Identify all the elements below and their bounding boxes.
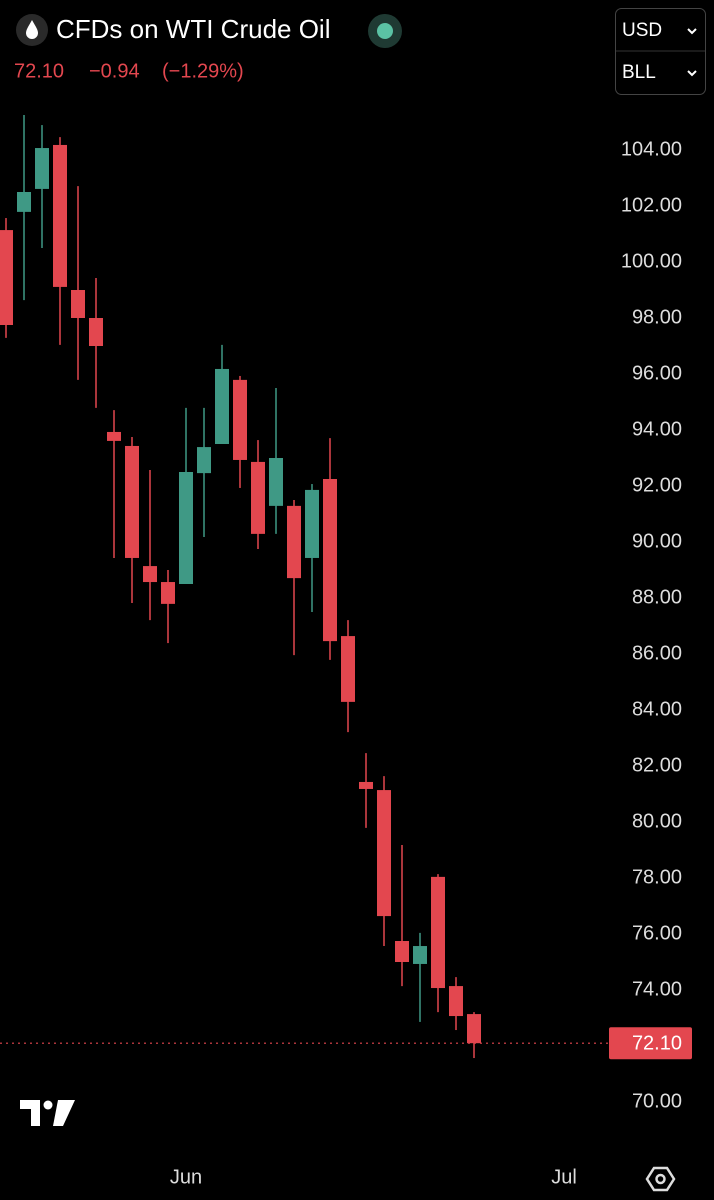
candle-body — [395, 941, 409, 962]
y-tick-label: 82.00 — [632, 754, 682, 776]
candle-body — [35, 148, 49, 189]
candle-body — [215, 368, 229, 444]
candle-body — [269, 458, 283, 506]
candle-body — [449, 986, 463, 1017]
chevron — [687, 28, 697, 35]
candle-body — [359, 781, 373, 789]
y-tick-label: 98.00 — [632, 306, 682, 328]
candle-body — [143, 566, 157, 583]
symbol-title: CFDs on WTI Crude Oil — [56, 14, 331, 44]
candle-body — [431, 876, 445, 989]
candle-body — [107, 431, 121, 441]
y-tick-label: 90.00 — [632, 530, 682, 552]
candle-body — [71, 290, 85, 318]
candle-body — [53, 144, 67, 287]
y-tick-label: 78.00 — [632, 866, 682, 888]
y-tick-label: 104.00 — [621, 138, 682, 160]
candle-body — [0, 230, 13, 325]
candle-body — [287, 505, 301, 579]
candle-body — [377, 790, 391, 917]
candle-body — [125, 445, 139, 558]
price-change: −0.94 — [89, 60, 140, 82]
y-tick-label: 92.00 — [632, 474, 682, 496]
candle-body — [179, 472, 193, 584]
candle-body — [251, 461, 265, 534]
candle-body — [305, 489, 319, 558]
y-tick-label: 84.00 — [632, 698, 682, 720]
chevron — [687, 70, 697, 77]
x-tick-label: Jul — [551, 1166, 577, 1188]
candle-body — [323, 479, 337, 642]
settings-button[interactable] — [645, 1166, 676, 1192]
last-price: 72.10 — [14, 60, 64, 82]
candle-body — [17, 192, 31, 212]
y-tick-label: 88.00 — [632, 586, 682, 608]
tv-logo — [20, 1100, 75, 1126]
candle-body — [413, 946, 427, 964]
candle-body — [89, 318, 103, 346]
candle-body — [197, 447, 211, 474]
candle-body — [233, 379, 247, 460]
y-tick-label: 70.00 — [632, 1090, 682, 1112]
y-tick-label: 80.00 — [632, 810, 682, 832]
y-tick-label: 100.00 — [621, 250, 682, 272]
y-tick-label: 102.00 — [621, 194, 682, 216]
y-tick-label: 94.00 — [632, 418, 682, 440]
market-status — [377, 23, 393, 39]
candle-body — [341, 636, 355, 702]
candle-body — [467, 1014, 481, 1044]
last-price-label: 72.10 — [632, 1032, 682, 1054]
plot: 70.0072.0074.0076.0078.0080.0082.0084.00… — [0, 115, 692, 1188]
last-price-box — [609, 1027, 692, 1060]
y-tick-label: 76.00 — [632, 922, 682, 944]
candle-body — [161, 582, 175, 604]
unit-select[interactable]: BLL — [622, 62, 656, 83]
y-tick-label: 96.00 — [632, 362, 682, 384]
y-tick-label: 74.00 — [632, 978, 682, 1000]
y-tick-label: 86.00 — [632, 642, 682, 664]
drop-icon — [26, 20, 38, 39]
currency-select[interactable]: USD — [622, 20, 662, 41]
x-tick-label: Jun — [170, 1166, 202, 1188]
price-change-pct: (−1.29%) — [162, 60, 244, 82]
